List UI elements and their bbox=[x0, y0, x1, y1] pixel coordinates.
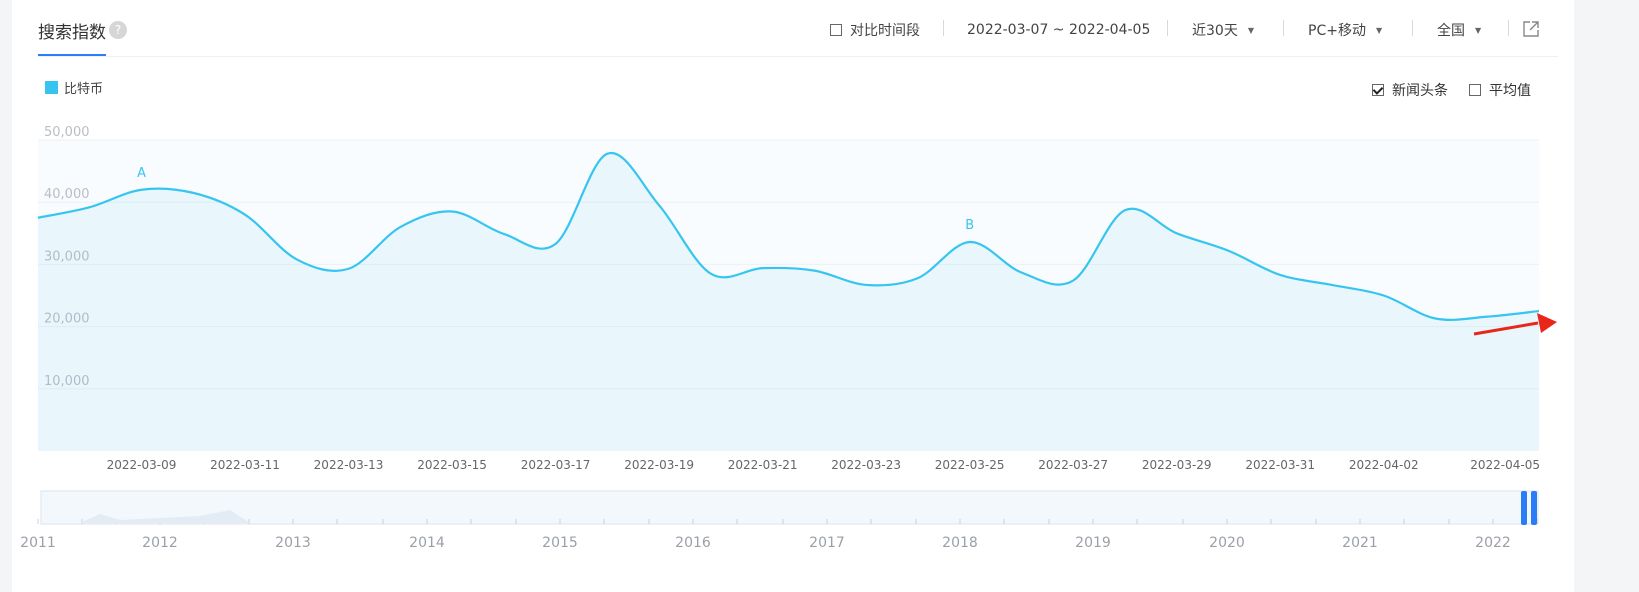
help-icon[interactable]: ? bbox=[109, 21, 127, 39]
active-tab-indicator bbox=[38, 54, 106, 56]
divider bbox=[1412, 20, 1413, 36]
news-headline-toggle[interactable]: 新闻头条 bbox=[1372, 80, 1448, 100]
divider bbox=[1283, 20, 1284, 36]
divider bbox=[1167, 20, 1168, 36]
average-label: 平均值 bbox=[1489, 83, 1531, 99]
watermark: @百度指数 bbox=[1459, 427, 1525, 442]
average-toggle[interactable]: 平均值 bbox=[1469, 80, 1531, 100]
page-margin-left bbox=[0, 0, 12, 592]
caret-down-icon: ▼ bbox=[1475, 25, 1482, 35]
divider bbox=[943, 20, 944, 36]
compare-checkbox[interactable] bbox=[830, 24, 842, 36]
page-margin-right bbox=[1574, 0, 1639, 592]
divider bbox=[1508, 20, 1509, 36]
region-value: 全国 bbox=[1437, 23, 1465, 39]
period-value: 近30天 bbox=[1192, 23, 1238, 39]
device-value: PC+移动 bbox=[1308, 23, 1366, 39]
average-checkbox[interactable] bbox=[1469, 84, 1481, 96]
tab-search-index[interactable]: 搜索指数 bbox=[38, 23, 106, 43]
header-divider bbox=[38, 56, 1558, 57]
period-dropdown[interactable]: 近30天 ▼ bbox=[1192, 20, 1254, 40]
date-range-picker[interactable]: 2022-03-07 ~ 2022-04-05 bbox=[967, 20, 1150, 40]
region-dropdown[interactable]: 全国 ▼ bbox=[1437, 20, 1481, 40]
chart-legend[interactable]: 比特币 bbox=[45, 78, 103, 97]
export-icon[interactable] bbox=[1522, 20, 1540, 38]
search-index-panel: 搜索指数 ? 对比时间段 2022-03-07 ~ 2022-04-05 近30… bbox=[12, 0, 1574, 592]
date-range-text: 2022-03-07 ~ 2022-04-05 bbox=[967, 22, 1151, 38]
compare-period-toggle[interactable]: 对比时间段 bbox=[830, 20, 920, 40]
legend-swatch bbox=[45, 81, 58, 94]
news-checkbox[interactable] bbox=[1372, 84, 1384, 96]
compare-label: 对比时间段 bbox=[850, 23, 920, 39]
caret-down-icon: ▼ bbox=[1375, 25, 1383, 35]
legend-label: 比特币 bbox=[64, 82, 104, 97]
caret-down-icon: ▼ bbox=[1247, 25, 1254, 35]
news-label: 新闻头条 bbox=[1392, 83, 1448, 99]
device-dropdown[interactable]: PC+移动 ▼ bbox=[1308, 20, 1382, 40]
